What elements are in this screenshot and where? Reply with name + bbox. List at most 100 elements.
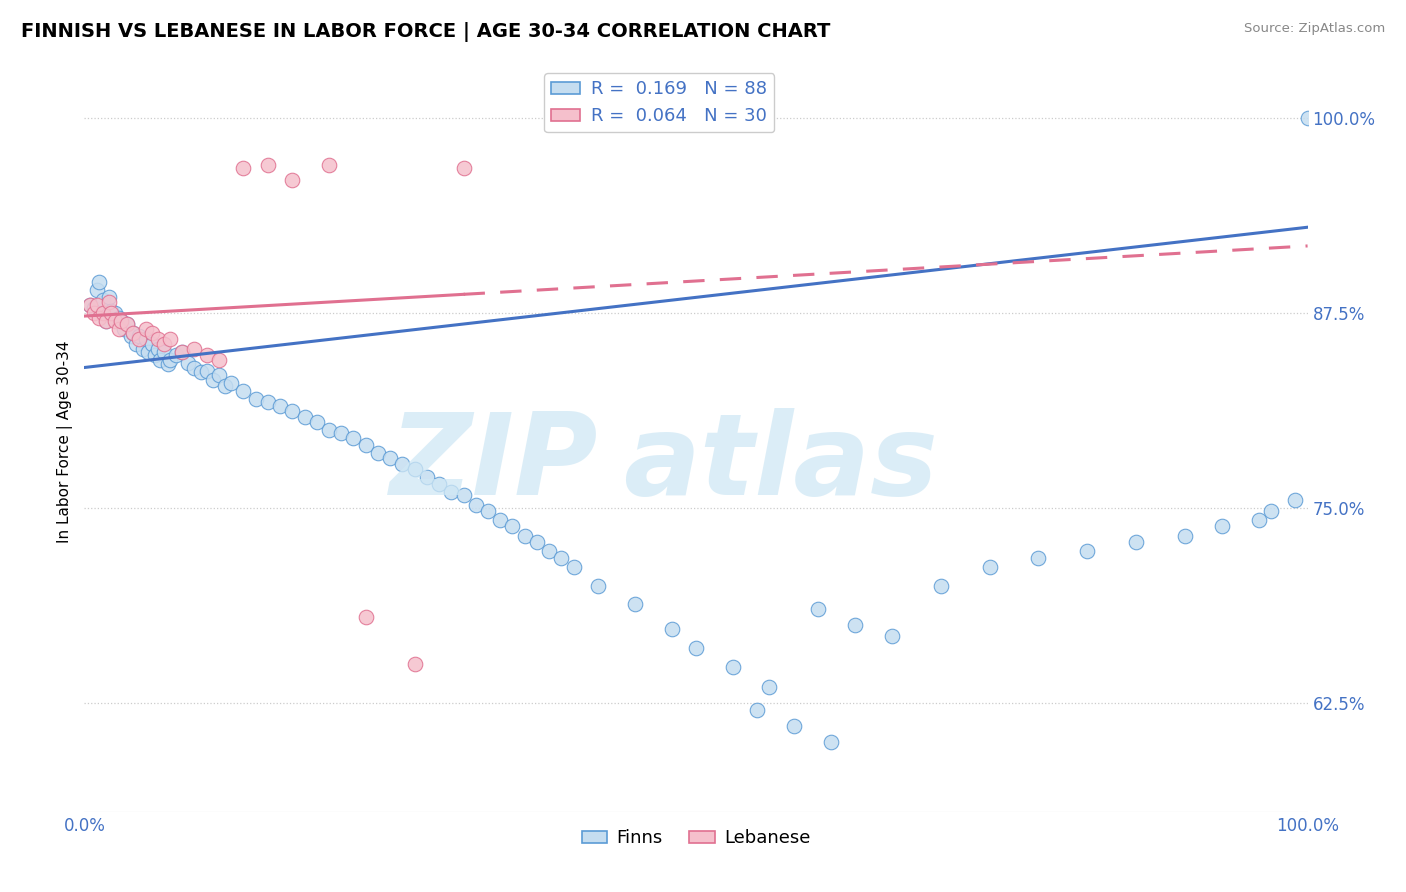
Point: [86, 298, 108, 312]
Text: Source: ZipAtlas.com: Source: ZipAtlas.com: [1244, 22, 1385, 36]
Point: [1028, 550, 1050, 565]
Point: [97, 290, 120, 304]
Point: [104, 314, 127, 328]
Point: [96, 314, 118, 328]
Y-axis label: In Labor Force | Age 30-34: In Labor Force | Age 30-34: [58, 340, 73, 543]
Point: [880, 629, 903, 643]
Point: [110, 314, 132, 328]
Point: [526, 535, 548, 549]
Point: [190, 365, 212, 379]
Point: [120, 329, 142, 343]
Point: [91, 306, 114, 320]
Point: [1076, 544, 1098, 558]
Point: [354, 610, 377, 624]
Point: [115, 317, 138, 331]
Point: [245, 392, 267, 406]
Point: [219, 376, 242, 390]
Point: [416, 469, 439, 483]
Point: [122, 326, 145, 341]
Point: [146, 333, 169, 347]
Point: [96, 314, 118, 328]
Point: [208, 352, 231, 367]
Text: FINNISH VS LEBANESE IN LABOR FORCE | AGE 30-34 CORRELATION CHART: FINNISH VS LEBANESE IN LABOR FORCE | AGE…: [21, 22, 831, 42]
Point: [110, 314, 132, 328]
Point: [107, 321, 129, 335]
Point: [100, 304, 122, 318]
Point: [453, 488, 475, 502]
Point: [404, 657, 426, 671]
Point: [87, 310, 110, 325]
Point: [1211, 519, 1233, 533]
Point: [783, 719, 806, 733]
Point: [477, 504, 499, 518]
Point: [502, 519, 524, 533]
Point: [208, 368, 231, 383]
Point: [1296, 111, 1319, 125]
Point: [380, 450, 402, 465]
Point: [153, 345, 176, 359]
Point: [1125, 535, 1147, 549]
Point: [165, 348, 187, 362]
Point: [1247, 513, 1270, 527]
Point: [318, 423, 340, 437]
Point: [721, 659, 744, 673]
Point: [318, 158, 340, 172]
Point: [214, 379, 236, 393]
Point: [146, 342, 169, 356]
Point: [586, 579, 609, 593]
Point: [342, 431, 364, 445]
Text: ZIP: ZIP: [389, 409, 598, 519]
Point: [86, 283, 108, 297]
Point: [257, 394, 280, 409]
Point: [562, 560, 585, 574]
Point: [367, 446, 389, 460]
Point: [305, 415, 328, 429]
Point: [91, 293, 114, 308]
Point: [83, 306, 105, 320]
Point: [354, 438, 377, 452]
Point: [97, 295, 120, 310]
Point: [330, 425, 353, 440]
Point: [391, 457, 413, 471]
Point: [183, 360, 205, 375]
Point: [104, 306, 127, 320]
Point: [79, 298, 101, 312]
Point: [159, 352, 181, 367]
Point: [979, 560, 1001, 574]
Point: [269, 400, 291, 414]
Point: [1174, 529, 1197, 543]
Point: [747, 703, 769, 717]
Point: [125, 337, 148, 351]
Point: [758, 680, 780, 694]
Point: [820, 734, 842, 748]
Point: [141, 326, 163, 341]
Point: [122, 326, 145, 341]
Point: [183, 342, 205, 356]
Point: [195, 348, 218, 362]
Point: [135, 333, 157, 347]
Point: [232, 384, 254, 398]
Point: [143, 348, 166, 362]
Point: [550, 550, 572, 565]
Point: [136, 345, 159, 359]
Point: [281, 173, 304, 187]
Point: [513, 529, 536, 543]
Point: [172, 345, 194, 359]
Point: [538, 544, 561, 558]
Point: [83, 301, 105, 316]
Point: [100, 306, 122, 320]
Text: atlas: atlas: [623, 409, 938, 519]
Point: [172, 345, 194, 359]
Point: [807, 602, 830, 616]
Point: [135, 321, 157, 335]
Point: [156, 358, 179, 372]
Point: [281, 404, 304, 418]
Point: [177, 356, 200, 370]
Point: [1260, 504, 1282, 518]
Point: [128, 333, 150, 347]
Point: [141, 337, 163, 351]
Point: [115, 317, 138, 331]
Point: [87, 275, 110, 289]
Point: [294, 410, 316, 425]
Point: [79, 298, 101, 312]
